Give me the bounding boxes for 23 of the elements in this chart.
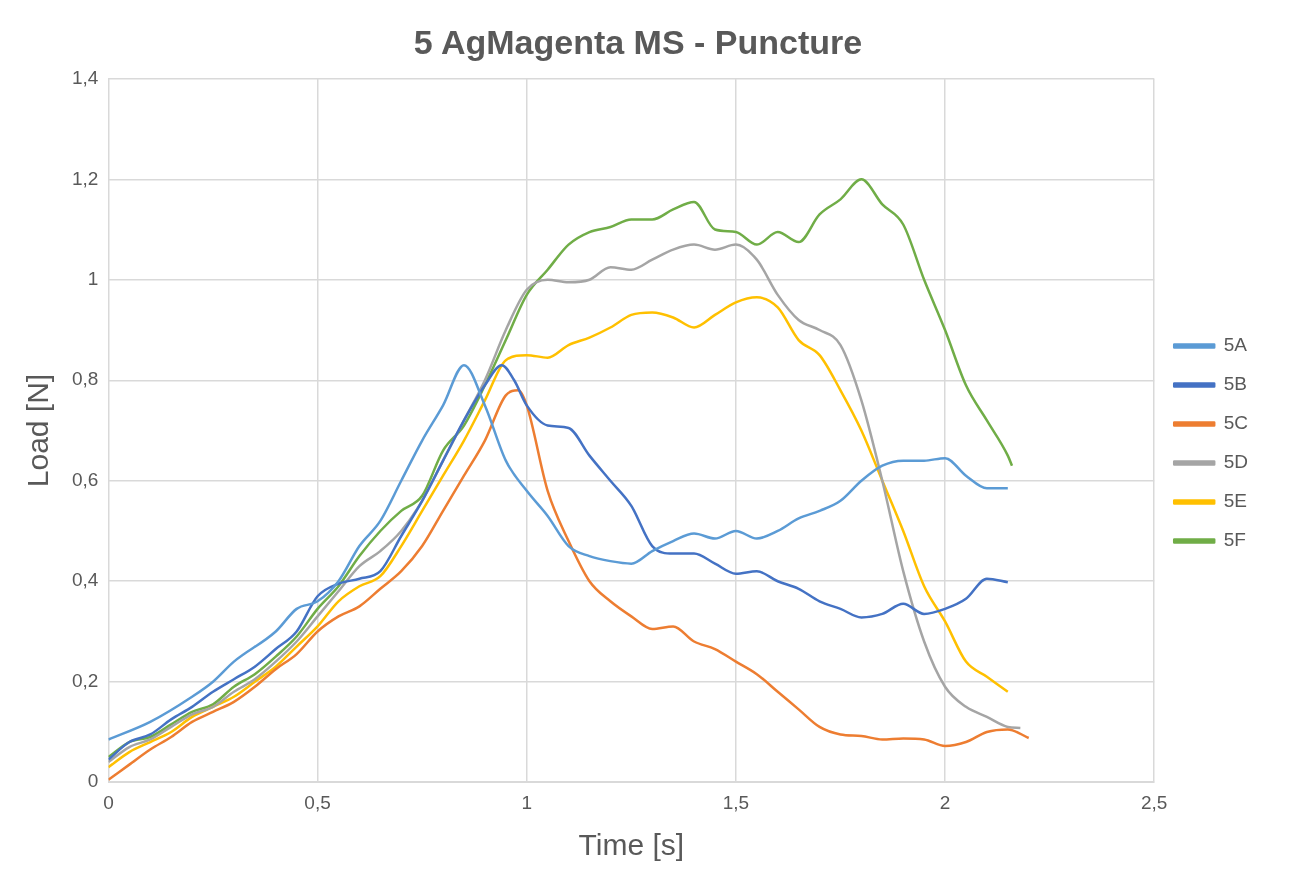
y-axis-title: Load [N]: [21, 373, 55, 488]
y-tick-label: 1,4: [71, 67, 99, 89]
legend-label: 5F: [1223, 529, 1246, 551]
chart-title: 5 AgMagenta MS - Puncture: [413, 22, 863, 61]
x-tick-label: 0,5: [304, 791, 331, 813]
x-axis-title: Time [s]: [578, 828, 685, 862]
legend-label: 5B: [1223, 373, 1247, 395]
y-tick-label: 1: [87, 268, 99, 290]
legend-label: 5A: [1223, 334, 1248, 356]
legend-label: 5E: [1223, 490, 1247, 512]
x-tick-label: 2,5: [1141, 791, 1168, 813]
x-tick-label: 0: [103, 791, 114, 813]
x-tick-label: 2: [939, 791, 951, 813]
y-tick-label: 0: [87, 770, 99, 792]
legend-label: 5C: [1223, 412, 1249, 434]
y-tick-label: 1,2: [71, 167, 99, 189]
x-tick-label: 1,5: [722, 791, 750, 813]
y-tick-label: 0,6: [71, 468, 99, 490]
legend-label: 5D: [1223, 451, 1249, 473]
x-tick-label: 1: [521, 791, 533, 813]
y-tick-label: 0,8: [71, 368, 99, 390]
y-tick-label: 0,4: [71, 569, 99, 591]
y-tick-label: 0,2: [71, 669, 99, 691]
